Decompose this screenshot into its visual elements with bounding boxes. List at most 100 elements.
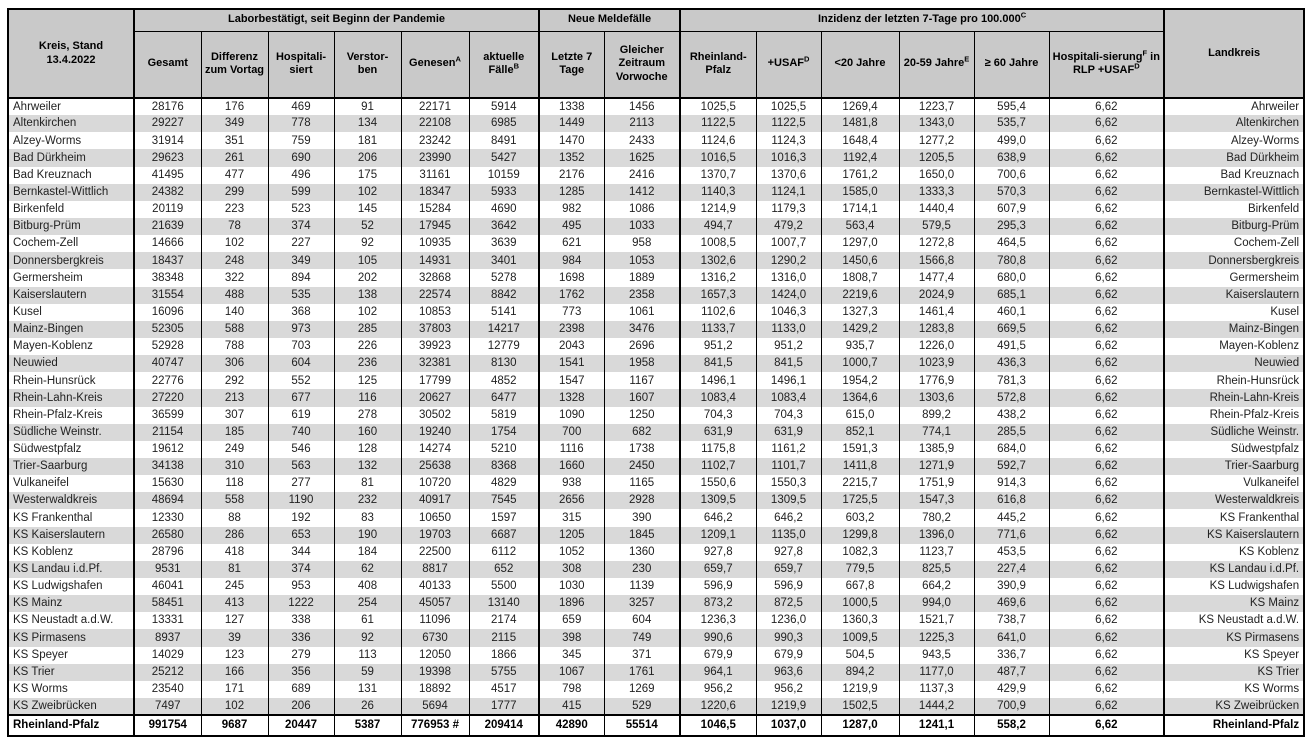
value-cell: 10650 [400, 509, 470, 527]
value-cell: 48694 [133, 492, 202, 510]
table-row: Germersheim 38348 322 894 202 32868 5278 1698 18… [7, 269, 1305, 287]
value-cell: 1385,9 [898, 440, 975, 458]
value-cell: 873,2 [679, 595, 757, 613]
table-row: KS Mainz 58451 413 1222 254 45057 13140 1896 325… [7, 595, 1305, 613]
value-cell: 245 [200, 577, 269, 596]
value-cell: 213 [200, 389, 269, 407]
value-cell: 6,62 [1048, 98, 1165, 116]
covid-statistics-table: Kreis, Stand 13.4.2022 Laborbestätigt, s… [7, 8, 1306, 738]
landkreis-cell: Neuwied [1163, 355, 1305, 373]
value-cell: 572,8 [973, 389, 1050, 407]
kreis-cell: KS Zweibrücken [7, 697, 135, 716]
value-cell: 1477,4 [898, 269, 975, 287]
value-cell: 6,62 [1048, 629, 1165, 647]
value-cell: 749 [603, 629, 681, 647]
group-header-row: Kreis, Stand 13.4.2022 Laborbestätigt, s… [7, 8, 1305, 99]
value-cell: 345 [538, 646, 605, 664]
value-cell: 1209,1 [679, 526, 757, 544]
value-cell: 2176 [538, 166, 605, 184]
value-cell: 1889 [603, 269, 681, 287]
value-cell: 759 [267, 132, 335, 150]
landkreis-cell: Altenkirchen [1163, 115, 1305, 133]
value-cell: 127 [200, 612, 269, 630]
value-cell: 145 [333, 200, 402, 218]
landkreis-cell: Rhein-Pfalz-Kreis [1163, 406, 1305, 424]
value-cell: 1220,6 [679, 697, 757, 716]
column-header: Letzte 7 Tage [538, 30, 605, 99]
value-cell: 595,4 [973, 98, 1050, 116]
value-cell: 1370,6 [755, 166, 822, 184]
value-cell: 15284 [400, 200, 470, 218]
value-cell: 202 [333, 269, 402, 287]
value-cell: 408 [333, 577, 402, 596]
value-cell: 1481,8 [820, 115, 900, 133]
value-cell: 6,62 [1048, 577, 1165, 596]
value-cell: 62 [333, 560, 402, 578]
value-cell: 88 [200, 509, 269, 527]
value-cell: 607,9 [973, 200, 1050, 218]
value-cell: 306 [200, 355, 269, 373]
table-row: KS Koblenz 28796 418 344 184 22500 6112 1052 136… [7, 543, 1305, 561]
value-cell: 128 [333, 440, 402, 458]
kreis-cell: Alzey-Worms [7, 132, 135, 150]
value-cell: 990,3 [755, 629, 822, 647]
value-cell: 3642 [468, 217, 540, 236]
value-cell: 1236,3 [679, 612, 757, 630]
kreis-cell: Cochem-Zell [7, 235, 135, 253]
value-cell: 1309,5 [755, 492, 822, 510]
kreis-cell: Rhein-Hunsrück [7, 372, 135, 390]
value-cell: 1776,9 [898, 372, 975, 390]
value-cell: 779,5 [820, 560, 900, 578]
value-cell: 25212 [133, 663, 202, 681]
value-cell: 1025,5 [755, 98, 822, 116]
landkreis-cell: KS Pirmasens [1163, 629, 1305, 647]
value-cell: 37803 [400, 320, 470, 338]
value-cell: 1269 [603, 680, 681, 698]
value-cell: 1205,5 [898, 149, 975, 167]
value-cell: 6,62 [1048, 646, 1165, 664]
value-cell: 46041 [133, 577, 202, 596]
landkreis-cell: Bernkastel-Wittlich [1163, 183, 1305, 201]
value-cell: 872,5 [755, 595, 822, 613]
value-cell: 935,7 [820, 337, 900, 356]
value-cell: 1061 [603, 303, 681, 321]
value-cell: 558,2 [973, 714, 1050, 737]
value-cell: 951,2 [679, 337, 757, 356]
value-cell: 185 [200, 423, 269, 441]
column-header: Hospitali-siert [267, 30, 335, 99]
value-cell: 700 [538, 423, 605, 441]
value-cell: 1167 [603, 372, 681, 390]
table-row: Westerwaldkreis 48694 558 1190 232 40917 7545 2… [7, 492, 1305, 510]
value-cell: 680,0 [973, 269, 1050, 287]
value-cell: 5755 [468, 663, 540, 681]
value-cell: 6687 [468, 526, 540, 544]
value-cell: 1547 [538, 372, 605, 390]
group-label: Neue Meldefälle [567, 13, 652, 26]
value-cell: 6477 [468, 389, 540, 407]
landkreis-cell: Cochem-Zell [1163, 235, 1305, 253]
value-cell: 1272,8 [898, 235, 975, 253]
table-row: Bad Dürkheim 29623 261 690 206 23990 5427 1352 1… [7, 149, 1305, 167]
value-cell: 1009,5 [820, 629, 900, 647]
value-cell: 5694 [400, 697, 470, 716]
value-cell: 299 [200, 183, 269, 201]
landkreis-cell: Südwestpfalz [1163, 440, 1305, 458]
value-cell: 6,62 [1048, 115, 1165, 133]
value-cell: 3476 [603, 320, 681, 338]
value-cell: 32868 [400, 269, 470, 287]
value-cell: 604 [603, 612, 681, 630]
value-cell: 646,2 [679, 509, 757, 527]
value-cell: 927,8 [755, 543, 822, 561]
value-cell: 1327,3 [820, 303, 900, 321]
value-cell: 774,1 [898, 423, 975, 441]
table-row: Mayen-Koblenz 52928 788 703 226 39923 12779 204… [7, 337, 1305, 356]
table-row: Bernkastel-Wittlich 24382 299 599 102 18347 59… [7, 183, 1305, 201]
value-cell: 776953 # [400, 714, 470, 737]
value-cell: 6,62 [1048, 166, 1165, 184]
table-row: Rhein-Pfalz-Kreis 36599 307 619 278 30502 5819… [7, 406, 1305, 424]
value-cell: 1449 [538, 115, 605, 133]
value-cell: 6,62 [1048, 389, 1165, 407]
value-cell: 23242 [400, 132, 470, 150]
value-cell: 563 [267, 457, 335, 476]
value-cell: 4517 [468, 680, 540, 698]
